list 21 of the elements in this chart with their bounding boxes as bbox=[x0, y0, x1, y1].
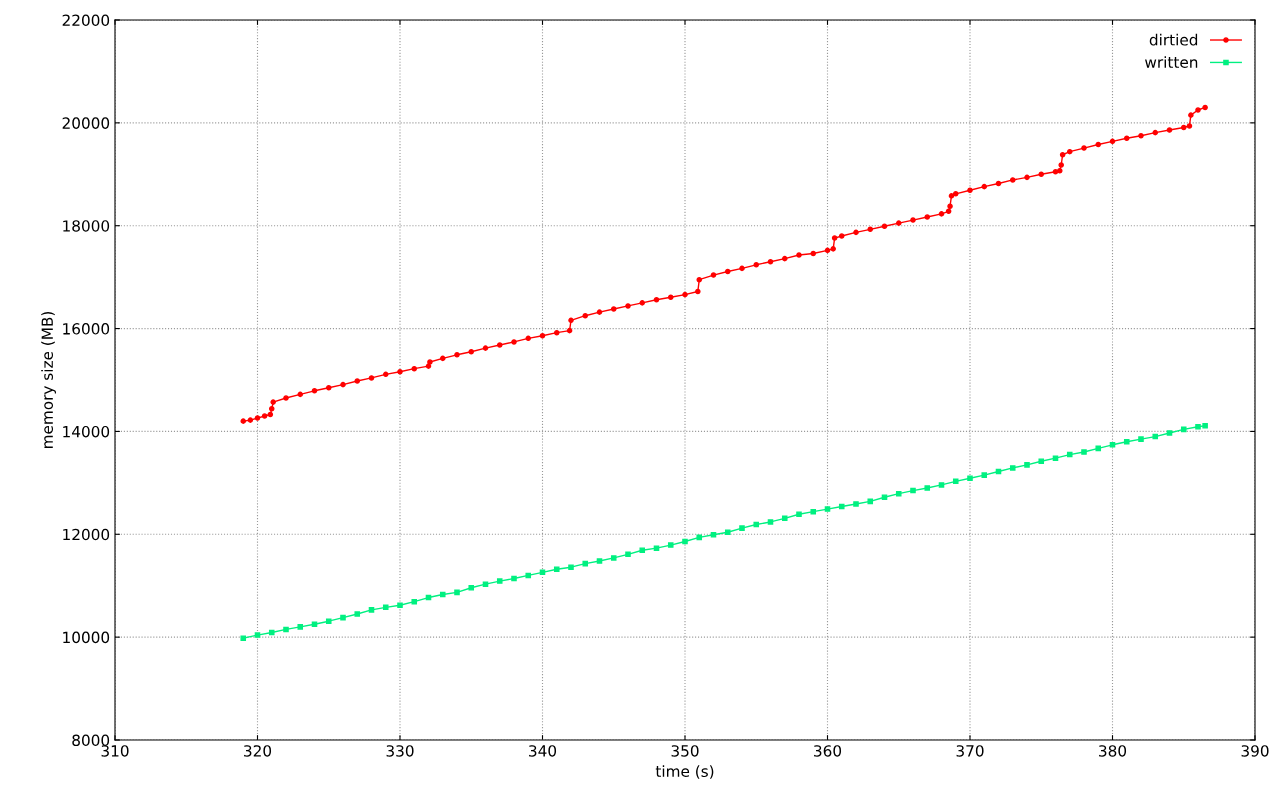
legend-label: written bbox=[1145, 56, 1198, 68]
x-tick-label: 320 bbox=[244, 745, 272, 757]
x-tick-label: 350 bbox=[671, 745, 699, 757]
y-tick-label: 18000 bbox=[63, 220, 110, 232]
x-axis-title: time (s) bbox=[655, 765, 714, 779]
y-tick-label: 8000 bbox=[72, 734, 110, 747]
y-axis-title: memory size (MB) bbox=[41, 311, 56, 448]
x-tick-label: 340 bbox=[529, 745, 557, 757]
y-tick-label: 16000 bbox=[63, 323, 110, 335]
x-tick-label: 310 bbox=[101, 745, 129, 757]
y-tick-label: 20000 bbox=[62, 117, 110, 129]
x-tick-label: 390 bbox=[1241, 745, 1269, 757]
y-tick-label: 22000 bbox=[62, 14, 110, 27]
x-tick-label: 380 bbox=[1099, 745, 1127, 757]
y-tick-label: 14000 bbox=[63, 425, 110, 438]
x-tick-label: 360 bbox=[814, 745, 842, 757]
legend-label: dirtied bbox=[1149, 33, 1198, 46]
x-tick-label: 330 bbox=[386, 745, 414, 757]
y-tick-label: 10000 bbox=[63, 631, 110, 644]
x-tick-label: 370 bbox=[956, 745, 984, 757]
y-tick-label: 12000 bbox=[63, 528, 110, 541]
